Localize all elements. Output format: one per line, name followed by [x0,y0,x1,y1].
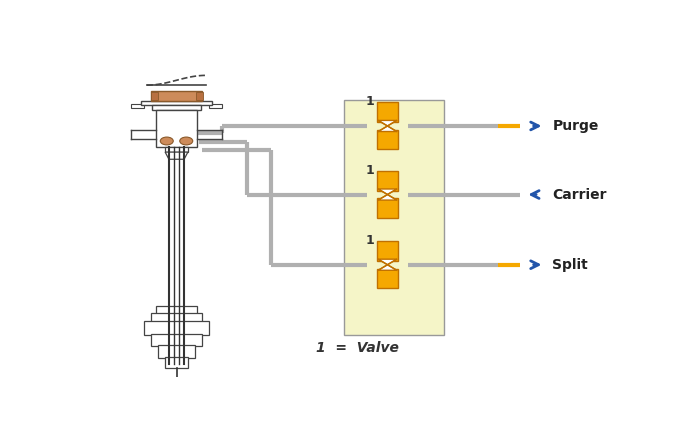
Text: 1: 1 [366,95,375,108]
Polygon shape [378,195,396,200]
Polygon shape [378,265,396,270]
Text: 1: 1 [366,234,375,247]
Bar [195,92,202,100]
Bar [151,334,202,346]
Bar [377,241,398,261]
Bar [377,269,398,288]
Bar [158,346,195,358]
Bar [377,198,398,218]
Bar [141,101,211,106]
Polygon shape [378,189,396,195]
Text: Split: Split [553,258,588,272]
Bar [151,91,202,101]
Polygon shape [165,152,188,159]
Bar [151,92,158,100]
Polygon shape [378,259,396,265]
Bar [209,104,223,108]
Bar [156,110,197,147]
Bar [377,171,398,191]
Bar [131,104,144,108]
Bar [151,313,202,322]
Circle shape [180,137,193,145]
Text: Carrier: Carrier [553,187,607,201]
Polygon shape [378,120,396,126]
Bar [377,103,398,122]
Polygon shape [378,126,396,131]
Text: Purge: Purge [553,119,599,133]
Text: 1: 1 [366,164,375,176]
Bar [165,357,188,368]
Bar [377,130,398,150]
Circle shape [161,137,173,145]
Bar [344,100,444,335]
Bar [165,147,188,152]
Bar [152,106,201,110]
Text: 1  =  Valve: 1 = Valve [316,341,399,355]
Bar [144,321,209,335]
Bar [156,306,197,314]
